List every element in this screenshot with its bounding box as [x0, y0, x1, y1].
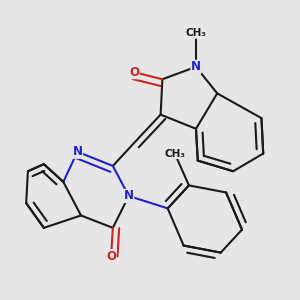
- Text: O: O: [129, 66, 139, 79]
- Text: N: N: [124, 190, 134, 202]
- Text: CH₃: CH₃: [185, 28, 206, 38]
- Text: N: N: [73, 145, 82, 158]
- Text: O: O: [106, 250, 116, 263]
- Text: CH₃: CH₃: [164, 148, 185, 158]
- Text: N: N: [191, 60, 201, 73]
